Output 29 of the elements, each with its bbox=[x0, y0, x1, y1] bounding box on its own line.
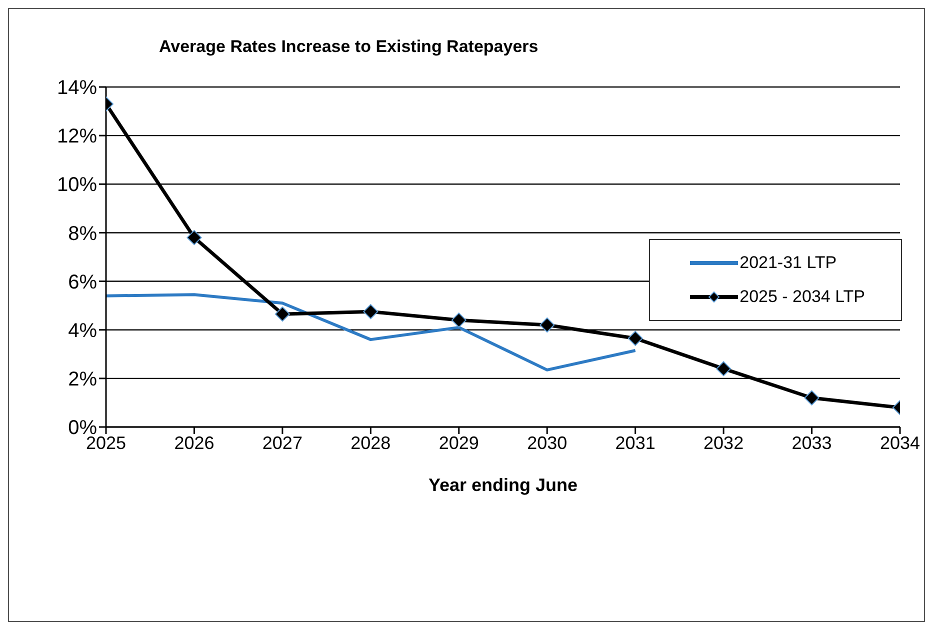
legend-label: 2021-31 LTP bbox=[740, 253, 838, 273]
y-tick-label: 14% bbox=[56, 77, 98, 100]
y-tick-label: 4% bbox=[68, 320, 98, 342]
x-tick-label: 2033 bbox=[792, 432, 832, 453]
point bbox=[716, 361, 732, 376]
y-tick-label: 12% bbox=[56, 126, 98, 148]
x-axis-title: Year ending June bbox=[428, 475, 578, 495]
point bbox=[274, 306, 290, 322]
point bbox=[186, 230, 202, 246]
x-tick-label: 2029 bbox=[438, 432, 479, 453]
x-tick-label: 2028 bbox=[350, 432, 391, 453]
point bbox=[451, 312, 466, 328]
x-tick-label: 2027 bbox=[262, 432, 302, 453]
y-tick-label: 2% bbox=[68, 368, 98, 391]
point bbox=[804, 390, 820, 406]
x-tick-label: 2032 bbox=[704, 432, 744, 453]
point bbox=[628, 330, 643, 346]
chart-title: Average Rates Increase to Existing Ratepayers bbox=[159, 37, 538, 57]
x-tick-label: 2030 bbox=[527, 432, 568, 453]
x-tick-label: 2026 bbox=[174, 432, 214, 453]
point bbox=[540, 318, 555, 332]
y-tick-label: 10% bbox=[56, 174, 98, 196]
x-tick-label: 2034 bbox=[880, 432, 920, 453]
line-series bbox=[106, 293, 637, 372]
point bbox=[363, 304, 378, 320]
x-tick-label: 2031 bbox=[615, 432, 656, 453]
y-tick-label: 8% bbox=[68, 222, 98, 245]
y-tick-label: 6% bbox=[68, 271, 98, 294]
legend-label: 2025 - 2034 LTP bbox=[740, 287, 866, 307]
